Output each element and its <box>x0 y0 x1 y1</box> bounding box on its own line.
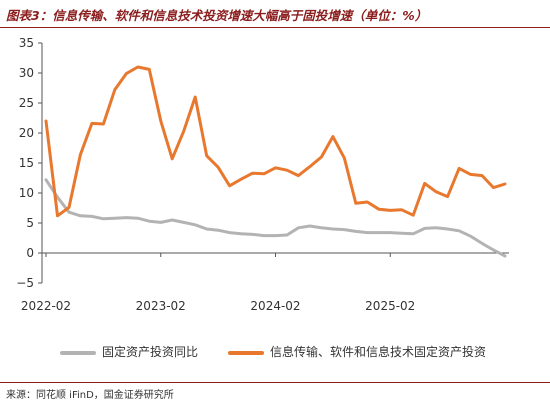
y-tick-label: 30 <box>19 66 34 80</box>
source-note: 来源：同花顺 iFinD，国金证券研究所 <box>6 390 174 401</box>
series-line-1 <box>44 65 507 218</box>
y-tick-label: 10 <box>19 186 34 200</box>
line-chart: −5 0 5 10 15 20 25 30 35 2022-02 2023-02 2024-02 202… <box>16 36 509 313</box>
legend-label: 信息传输、软件和信息技术固定资产投资 <box>270 345 487 359</box>
y-tick-label: 15 <box>19 156 34 170</box>
x-tick-label: 2025-02 <box>365 299 415 313</box>
y-tick-label: 20 <box>19 126 34 140</box>
chart-title: 图表3：信息传输、软件和信息技术投资增速大幅高于固投增速（单位：%） <box>6 8 428 23</box>
y-tick-label: 35 <box>19 36 34 50</box>
y-tick-label: 0 <box>26 246 34 260</box>
y-tick-label: 5 <box>26 216 34 230</box>
legend-swatch-orange <box>228 350 264 355</box>
legend-label: 固定资产投资同比 <box>102 345 199 359</box>
y-tick-label: 25 <box>19 96 34 110</box>
x-tick-label: 2024-02 <box>250 299 300 313</box>
footer-divider <box>0 382 550 383</box>
x-tick-label: 2023-02 <box>136 299 186 313</box>
title-divider <box>0 27 550 28</box>
legend-swatch-gray <box>60 350 96 355</box>
chart-legend: 固定资产投资同比 信息传输、软件和信息技术固定资产投资 <box>0 339 550 363</box>
legend-item-fixed-asset-investment: 固定资产投资同比 <box>60 343 198 360</box>
x-tick-label: 2022-02 <box>21 299 71 313</box>
legend-item-it-investment: 信息传输、软件和信息技术固定资产投资 <box>228 343 486 360</box>
y-tick-label: −5 <box>16 276 34 290</box>
